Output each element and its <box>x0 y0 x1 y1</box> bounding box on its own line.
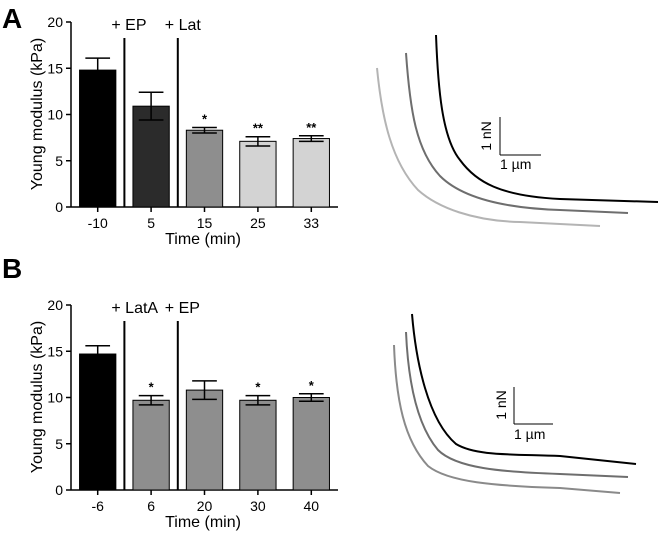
scale-bar-b-force-label: 1 nN <box>493 390 509 420</box>
chart-b-y-tick-label-1: 5 <box>55 436 63 452</box>
chart-a-x-tick-label-3: 25 <box>250 215 266 231</box>
chart-b-marker-label-1: + EP <box>165 300 200 317</box>
chart-b-y-tick-label-3: 15 <box>47 343 63 359</box>
chart-a-x-tick-label-1: 5 <box>147 215 155 231</box>
chart-a-significance-2: * <box>202 111 208 126</box>
chart-a-y-axis-label: Young modulus (kPa) <box>29 38 46 190</box>
chart-a-bar-2 <box>185 129 224 208</box>
chart-a-y-tick-label-4: 20 <box>47 14 63 30</box>
chart-b-bar-2 <box>185 389 224 491</box>
chart-b-significance-4: * <box>309 378 315 393</box>
chart-a-bar-1 <box>132 105 170 208</box>
chart-b-x-tick-label-0: -6 <box>91 498 104 514</box>
chart-a-y-tick-label-0: 0 <box>55 199 63 215</box>
chart-a-marker-label-1: + Lat <box>165 17 202 34</box>
chart-b-x-tick-label-4: 40 <box>304 498 320 514</box>
chart-a-bar-chart: 0 5 10 15 20 -10 5 * 15 ** 25 ** 33 + EP + Lat <box>47 14 338 231</box>
chart-b-bar-3 <box>239 399 277 491</box>
chart-b-marker-label-0: + LatA <box>111 300 158 317</box>
scale-bar-a-length-label: 1 µm <box>500 156 531 172</box>
chart-b-y-tick-label-0: 0 <box>55 482 63 498</box>
force-curves-b: 1 nN 1 µm <box>393 313 637 494</box>
force-curves-a: 1 nN 1 µm <box>376 34 659 227</box>
chart-b-x-tick-label-2: 20 <box>197 498 213 514</box>
chart-a-y-tick-label-2: 10 <box>47 107 63 123</box>
scale-bar-a: 1 nN 1 µm <box>478 117 541 172</box>
panel-b: B 0 5 10 15 20 -6 * 6 20 * 30 * 40 + LatA + EP Young m… <box>2 253 338 531</box>
chart-b-bar-1 <box>132 399 170 491</box>
chart-b-y-axis-label: Young modulus (kPa) <box>29 321 46 473</box>
scale-bar-b: 1 nN 1 µm <box>493 387 553 442</box>
chart-b-significance-1: * <box>149 380 155 395</box>
chart-a-bar-4 <box>292 138 330 208</box>
chart-a-x-tick-label-4: 33 <box>304 215 320 231</box>
force-curve-a-2 <box>405 52 629 214</box>
panel-a: A 0 5 10 15 20 -10 5 * 15 ** 25 ** 33 + EP + Lat Young… <box>2 3 338 248</box>
chart-a-y-tick-label-3: 15 <box>47 60 63 76</box>
chart-a-bar-0 <box>79 69 117 208</box>
panel-a-letter: A <box>2 3 22 34</box>
chart-a-y-tick-label-1: 5 <box>55 153 63 169</box>
chart-b-x-tick-label-1: 6 <box>147 498 155 514</box>
force-curve-b-2 <box>405 331 629 478</box>
chart-b-significance-3: * <box>255 380 261 395</box>
force-curve-a-1 <box>435 34 659 203</box>
scale-bar-a-force-label: 1 nN <box>478 121 494 151</box>
chart-a-x-tick-label-2: 15 <box>197 215 213 231</box>
chart-b-bar-chart: 0 5 10 15 20 -6 * 6 20 * 30 * 40 + LatA + EP <box>47 297 338 514</box>
chart-a-bar-3 <box>239 140 277 208</box>
chart-b-x-axis-label: Time (min) <box>165 514 241 531</box>
chart-a-significance-4: ** <box>306 120 317 135</box>
force-curve-a-3 <box>376 67 601 227</box>
chart-b-bar-4 <box>292 397 330 491</box>
panel-b-letter: B <box>2 253 22 284</box>
scale-bar-b-length-label: 1 µm <box>514 426 545 442</box>
chart-a-x-axis-label: Time (min) <box>165 231 241 248</box>
chart-a-marker-label-0: + EP <box>111 17 146 34</box>
chart-a-x-tick-label-0: -10 <box>88 215 108 231</box>
chart-b-bar-0 <box>79 353 117 491</box>
chart-b-x-tick-label-3: 30 <box>250 498 266 514</box>
chart-b-y-tick-label-2: 10 <box>47 390 63 406</box>
chart-a-significance-3: ** <box>253 121 264 136</box>
force-curve-b-1 <box>411 313 637 465</box>
force-curve-b-3 <box>393 344 621 494</box>
chart-b-y-tick-label-4: 20 <box>47 297 63 313</box>
